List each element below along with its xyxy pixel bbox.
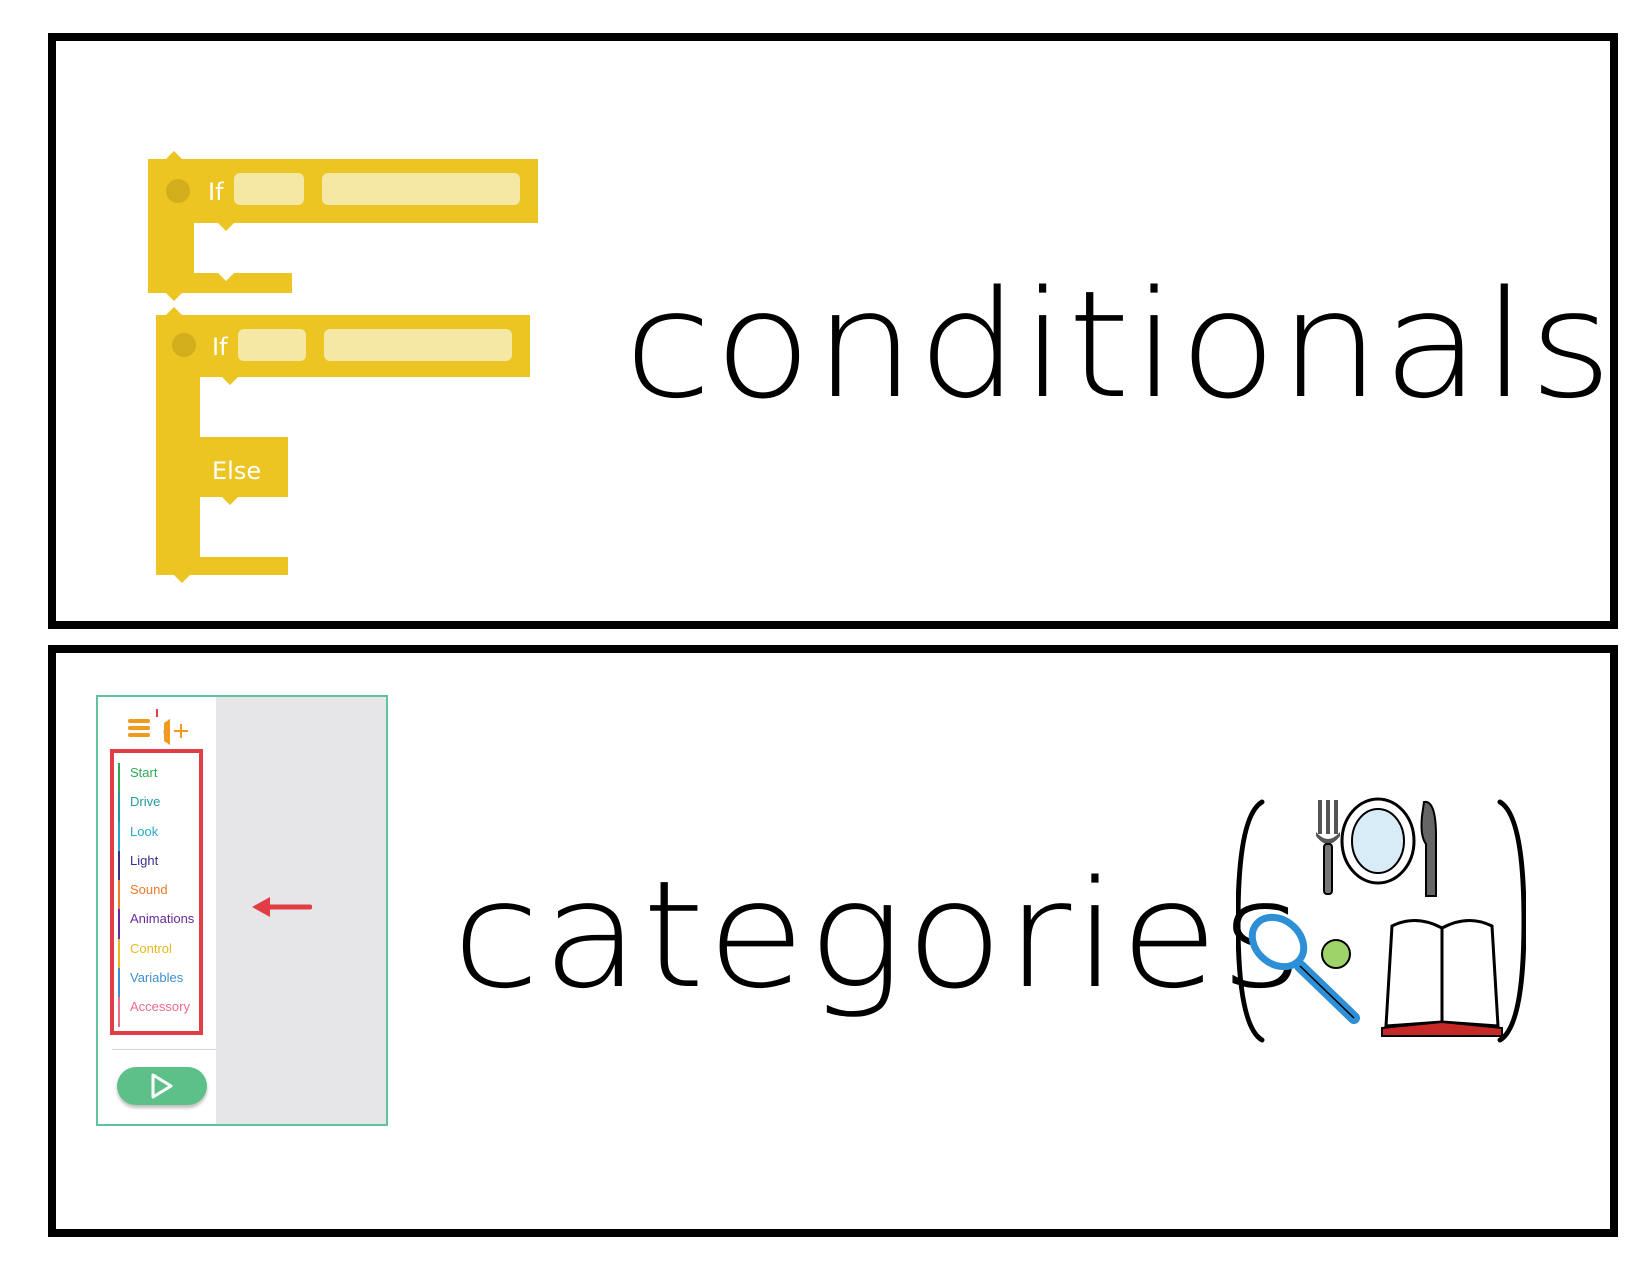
category-look[interactable]: Look	[118, 821, 200, 851]
vocab-card-conditionals: If If Else conditionals	[48, 33, 1618, 629]
panel-header	[128, 705, 208, 745]
if-label-2: If	[212, 333, 228, 361]
if-block-knob	[166, 179, 190, 203]
category-sound[interactable]: Sound	[118, 880, 200, 910]
conditional-blocks: If If Else	[146, 151, 546, 595]
if-slot-value-2	[324, 329, 512, 361]
category-variables[interactable]: Variables	[118, 968, 200, 998]
book-icon	[1381, 919, 1503, 1037]
if-else-block-illustration: If If Else	[148, 151, 538, 583]
if-else-block-shape	[156, 307, 530, 583]
left-bracket-icon	[1236, 799, 1265, 1043]
run-button[interactable]	[117, 1067, 207, 1105]
category-start[interactable]: Start	[118, 763, 200, 793]
racket-icon	[1248, 913, 1360, 1024]
categories-symbol	[1236, 797, 1526, 1043]
workspace-area	[216, 697, 386, 1124]
if-label-1: If	[208, 178, 224, 206]
ball-icon	[1321, 939, 1351, 969]
add-icon[interactable]	[174, 724, 188, 738]
if-else-block-knob	[172, 333, 196, 357]
fork-icon	[1316, 800, 1340, 895]
category-highlight-box: Start Drive Look Light Sound Animations …	[110, 749, 203, 1035]
brand-logo-icon	[156, 709, 170, 745]
if-slot-value-1	[322, 173, 520, 205]
plate-icon	[1340, 797, 1416, 885]
category-list: Start Drive Look Light Sound Animations …	[118, 763, 200, 1027]
category-accessory[interactable]: Accessory	[118, 997, 200, 1027]
play-icon	[151, 1073, 173, 1099]
if-slot-condition-2	[238, 329, 306, 361]
else-label: Else	[212, 457, 261, 485]
menu-icon[interactable]	[128, 719, 150, 737]
panel-divider	[112, 1049, 216, 1050]
category-panel-screenshot: Start Drive Look Light Sound Animations …	[96, 695, 388, 1126]
knife-icon	[1420, 800, 1437, 897]
if-slot-condition-1	[234, 173, 304, 205]
category-animations[interactable]: Animations	[118, 909, 200, 939]
right-bracket-icon	[1497, 799, 1526, 1043]
vocab-word: conditionals	[624, 259, 1615, 431]
arrow-left-icon	[252, 897, 312, 917]
vocab-word: categories	[452, 849, 1306, 1021]
category-light[interactable]: Light	[118, 850, 200, 881]
category-control[interactable]: Control	[118, 938, 200, 969]
vocab-card-categories: Start Drive Look Light Sound Animations …	[48, 645, 1618, 1237]
category-drive[interactable]: Drive	[118, 792, 200, 822]
